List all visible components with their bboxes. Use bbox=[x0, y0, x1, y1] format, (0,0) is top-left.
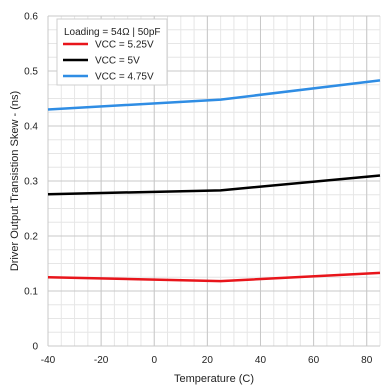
x-tick-label: 40 bbox=[255, 355, 267, 366]
legend-label: VCC = 4.75V bbox=[95, 72, 154, 83]
series-line-1 bbox=[47, 271, 381, 283]
series-line-3 bbox=[47, 79, 381, 111]
y-axis-title: Driver Output Transistion Skew - (ns) bbox=[9, 91, 21, 271]
series-line-2 bbox=[47, 174, 381, 196]
legend: Loading = 54Ω | 50pF VCC = 5.25V VCC = 5V… bbox=[56, 18, 168, 86]
y-tick-label: 0.3 bbox=[24, 177, 38, 188]
y-tick-label: 0.5 bbox=[24, 67, 38, 78]
x-tick-label: 0 bbox=[151, 355, 157, 366]
legend-title: Loading = 54Ω | 50pF bbox=[64, 27, 161, 38]
y-axis-ticks: 0 0.1 0.2 0.3 0.4 0.5 0.6 bbox=[24, 12, 38, 353]
legend-label: VCC = 5V bbox=[95, 56, 140, 67]
y-tick-label: 0.1 bbox=[24, 287, 38, 298]
y-tick-label: 0.4 bbox=[24, 122, 38, 133]
x-tick-label: 60 bbox=[308, 355, 320, 366]
x-tick-label: -40 bbox=[41, 355, 56, 366]
y-tick-label: 0.6 bbox=[24, 12, 38, 23]
x-tick-label: -20 bbox=[94, 355, 109, 366]
y-tick-label: 0 bbox=[32, 342, 38, 353]
x-tick-label: 80 bbox=[361, 355, 373, 366]
x-axis-title: Temperature (C) bbox=[174, 373, 254, 385]
legend-label: VCC = 5.25V bbox=[95, 40, 154, 51]
series-lines bbox=[47, 79, 381, 283]
y-tick-label: 0.2 bbox=[24, 232, 38, 243]
legend-box bbox=[56, 18, 168, 86]
x-axis-ticks: -40 -20 0 20 40 60 80 bbox=[41, 355, 373, 366]
x-tick-label: 20 bbox=[202, 355, 214, 366]
